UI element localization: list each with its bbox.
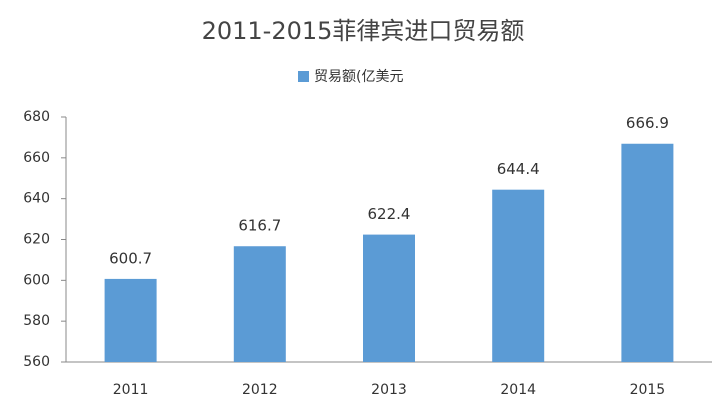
legend-label: 贸易额(亿美元 bbox=[314, 69, 403, 85]
value-label: 666.9 bbox=[626, 114, 669, 132]
bar bbox=[492, 189, 545, 362]
x-tick-label: 2012 bbox=[242, 382, 278, 398]
legend-swatch bbox=[298, 71, 309, 82]
x-tick-label: 2014 bbox=[500, 382, 536, 398]
value-label: 644.4 bbox=[497, 160, 540, 178]
y-tick-label: 580 bbox=[23, 313, 50, 329]
y-tick-label: 660 bbox=[23, 150, 50, 166]
value-label: 600.7 bbox=[109, 249, 152, 267]
bar bbox=[363, 234, 415, 362]
value-label: 622.4 bbox=[368, 205, 411, 223]
y-tick-label: 560 bbox=[23, 354, 50, 370]
bar bbox=[233, 246, 286, 362]
value-label: 616.7 bbox=[238, 217, 281, 235]
x-tick-label: 2015 bbox=[630, 382, 666, 398]
bar bbox=[104, 278, 157, 362]
y-tick-label: 620 bbox=[23, 232, 50, 248]
chart-title: 2011-2015菲律宾进口贸易额 bbox=[202, 17, 525, 45]
y-tick-label: 680 bbox=[23, 109, 50, 125]
x-tick-label: 2013 bbox=[371, 382, 407, 398]
x-tick-label: 2011 bbox=[113, 382, 149, 398]
y-tick-label: 640 bbox=[23, 191, 50, 207]
bar bbox=[621, 143, 674, 362]
y-tick-label: 600 bbox=[23, 272, 50, 288]
